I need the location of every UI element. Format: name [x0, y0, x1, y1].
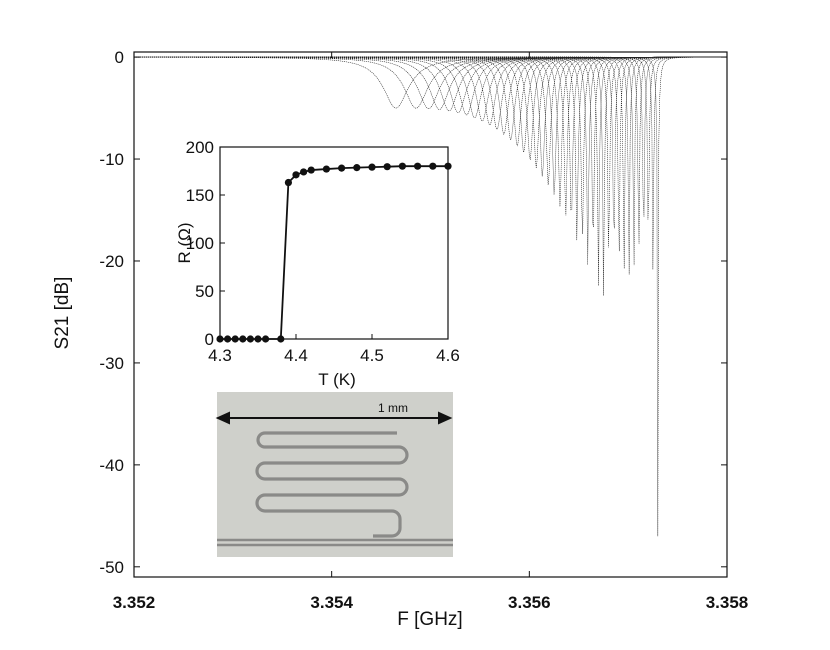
inset-y-tick-label: 100: [186, 234, 214, 253]
inset-data-point: [368, 163, 376, 171]
inset-data-point: [284, 178, 292, 187]
photo-background: [217, 392, 453, 557]
meander-trace: [255, 431, 409, 538]
inset-y-ticks: 0 50 100 150 200: [186, 138, 225, 349]
main-y-tick-label: -40: [99, 456, 124, 475]
inset-data-point: [429, 162, 437, 170]
inset-data-point: [353, 164, 361, 172]
inset-data-point: [246, 335, 254, 343]
main-x-tick-label: 3.352: [113, 593, 156, 612]
main-y-tick-label: -10: [99, 150, 124, 169]
resonance-curve: [134, 56, 727, 537]
scale-bar: [215, 411, 453, 425]
inset-curve: [216, 162, 452, 343]
main-plot-curves: [133, 56, 728, 537]
resonator-photo: 1 mm: [215, 392, 453, 557]
inset-x-ticks: 4.3 4.4 4.5 4.6: [208, 334, 460, 365]
inset-data-point: [262, 335, 270, 343]
inset-data-point: [254, 335, 262, 343]
inset-x-tick-label: 4.6: [436, 346, 460, 365]
inset-data-point: [231, 335, 239, 343]
inset-data-point: [338, 164, 346, 172]
inset-plot-frame: [219, 146, 449, 340]
main-y-ticks: 0 -10 -20 -30 -40 -50: [99, 48, 727, 577]
inset-x-tick-label: 4.5: [360, 346, 384, 365]
scale-bar-label: 1 mm: [378, 401, 408, 415]
main-y-tick-label: -20: [99, 252, 124, 271]
inset-data-point: [307, 166, 315, 174]
inset-data-point: [300, 168, 308, 176]
inset-y-tick-label: 50: [195, 282, 214, 301]
inset-x-tick-label: 4.3: [208, 346, 232, 365]
main-x-ticks: 3.352 3.354 3.356 3.358: [113, 52, 749, 612]
inset-x-axis-label: T (K): [318, 370, 355, 389]
main-y-tick-label: -50: [99, 558, 124, 577]
inset-data-point: [239, 335, 247, 343]
inset-y-tick-label: 150: [186, 186, 214, 205]
main-y-tick-label: 0: [115, 48, 124, 67]
inset-data-point: [277, 335, 285, 343]
inset-data-point: [383, 163, 391, 171]
inset-x-tick-label: 4.4: [284, 346, 308, 365]
inset-data-point: [414, 162, 422, 170]
inset-data-point: [444, 162, 452, 170]
inset-data-point: [322, 165, 330, 173]
inset-y-tick-label: 0: [205, 330, 214, 349]
inset-y-axis-label: R (Ω): [175, 222, 194, 263]
main-x-tick-label: 3.356: [508, 593, 551, 612]
main-x-axis-label: F [GHz]: [397, 609, 462, 630]
inset-y-tick-label: 200: [186, 138, 214, 157]
inset-data-point: [292, 171, 300, 179]
feedline: [217, 538, 453, 547]
inset-data-point: [398, 162, 406, 170]
main-y-axis-label: S21 [dB]: [52, 277, 73, 350]
main-y-tick-label: -30: [99, 354, 124, 373]
inset-data-point: [216, 335, 224, 343]
inset-plot: 0 50 100 150 200 4.3 4.4 4.5 4.6 T (K) R (Ω): [175, 130, 478, 425]
main-x-tick-label: 3.354: [310, 593, 353, 612]
main-x-tick-label: 3.358: [706, 593, 749, 612]
inset-data-point: [224, 335, 232, 343]
